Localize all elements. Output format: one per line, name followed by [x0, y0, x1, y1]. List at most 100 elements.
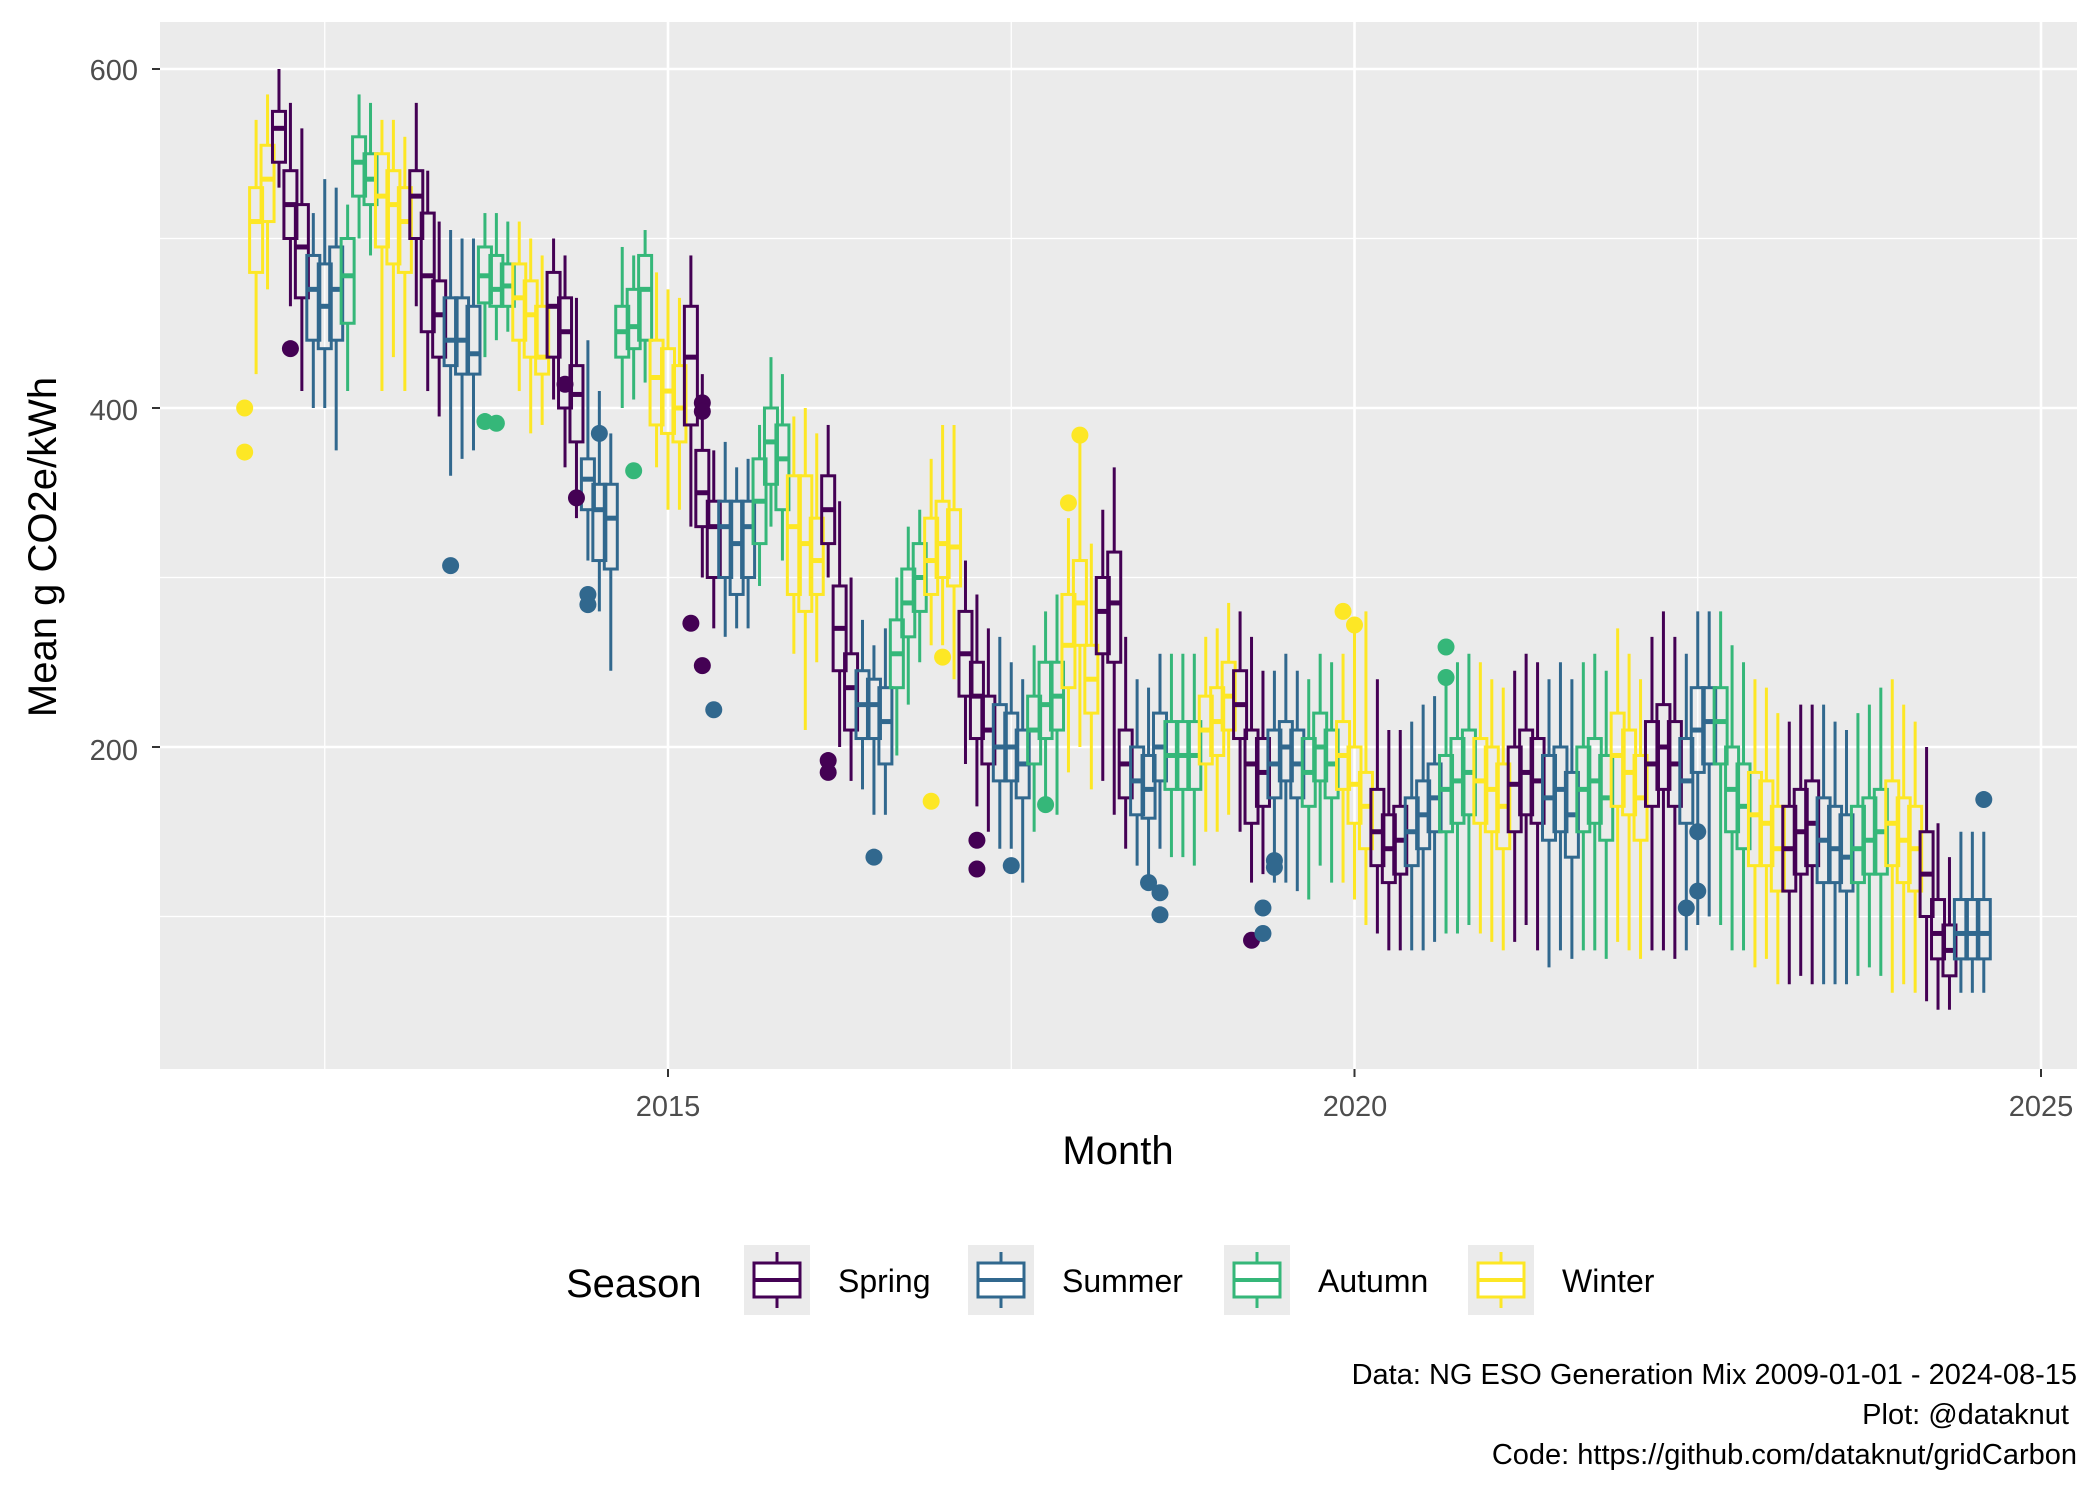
boxplot-2015-12 [785, 416, 802, 654]
box-iqr [1140, 753, 1157, 820]
y-tick-label-600: 600 [90, 55, 138, 87]
outlier-point [236, 399, 254, 417]
boxplot-2015-02 [671, 297, 688, 510]
boxplot-2017-06 [991, 636, 1008, 849]
boxplot-2022-08 [1701, 611, 1718, 917]
box-iqr [419, 211, 436, 334]
outlier-point [682, 614, 700, 632]
legend-key-summer [968, 1245, 1034, 1315]
box-iqr [339, 237, 356, 325]
box-iqr [682, 304, 699, 427]
boxplot-2016-11 [911, 509, 928, 663]
outlier-point [693, 657, 711, 675]
legend-key-winter [1468, 1245, 1534, 1315]
boxplot-2012-09 [339, 204, 356, 392]
box-iqr [522, 279, 539, 359]
outlier-point [590, 424, 608, 442]
box-iqr [1861, 796, 1878, 876]
outlier-point [487, 414, 505, 432]
outlier-point [625, 462, 643, 480]
legend-key-spring [744, 1245, 810, 1315]
boxplot-2018-07 [1140, 687, 1157, 883]
box-iqr [465, 304, 482, 376]
box-iqr [774, 423, 791, 512]
y-axis-title: Mean g CO2e/kWh [21, 377, 65, 717]
boxplot-2023-11 [1872, 687, 1889, 976]
outlier-point [442, 557, 460, 575]
box-iqr [1243, 728, 1260, 825]
box-iqr [488, 253, 505, 308]
boxplot-2013-07 [454, 238, 471, 459]
box-iqr [934, 499, 951, 580]
box-iqr [568, 364, 585, 444]
box-iqr [923, 516, 940, 596]
outlier-point [1334, 602, 1352, 620]
boxplot-2023-05 [1804, 704, 1821, 985]
outlier-point [1002, 857, 1020, 875]
outlier-point [1151, 906, 1169, 924]
boxplot-2014-11 [637, 230, 654, 383]
box-iqr [1746, 770, 1763, 868]
box-iqr [740, 499, 757, 580]
boxplot-2014-07 [591, 391, 608, 612]
legend-label-winter: Winter [1562, 1263, 1655, 1299]
boxplot-2014-02 [534, 255, 551, 425]
boxplot-2021-11 [1598, 670, 1615, 959]
boxplot-2020-06 [1403, 721, 1420, 951]
plot-panel [160, 22, 2077, 1069]
box-iqr [545, 270, 562, 359]
box-iqr [1060, 592, 1077, 690]
boxplot-2016-03 [820, 424, 837, 578]
box-iqr [1975, 898, 1992, 961]
outlier-point [1346, 616, 1363, 634]
boxplot-2017-02 [946, 424, 963, 680]
boxplot-2018-05 [1117, 636, 1134, 849]
boxplot-2021-02 [1495, 687, 1512, 951]
boxplot-2016-08 [877, 628, 894, 815]
box-iqr [270, 109, 287, 164]
boxplot-2013-08 [465, 238, 482, 451]
box-iqr [637, 253, 654, 342]
boxplot-2017-09 [1026, 645, 1043, 832]
boxplot-2014-05 [568, 297, 585, 519]
boxplot-2013-05 [431, 221, 448, 417]
boxplot-2020-08 [1426, 696, 1443, 942]
boxplot-2021-10 [1586, 653, 1603, 951]
box-iqr [1037, 660, 1054, 741]
box-iqr [248, 186, 265, 274]
outlier-point [579, 596, 597, 614]
box-iqr [865, 677, 882, 741]
boxplot-2022-02 [1632, 679, 1649, 959]
box-iqr [877, 686, 894, 766]
boxplot-2018-03 [1094, 509, 1111, 781]
outlier-point [236, 443, 254, 461]
box-iqr [1369, 787, 1386, 868]
box-iqr [991, 703, 1008, 783]
box-iqr [1930, 898, 1947, 961]
outlier-point [693, 402, 711, 420]
boxplot-2018-01 [1071, 433, 1088, 747]
boxplot-2017-11 [1049, 594, 1066, 815]
boxplot-2014-08 [602, 433, 619, 671]
box-iqr [293, 203, 310, 300]
boxplot-2022-01 [1621, 653, 1638, 951]
box-iqr [671, 364, 688, 444]
boxplot-2024-01 [1895, 704, 1912, 985]
outlier-point [819, 763, 837, 781]
box-iqr [431, 279, 448, 359]
box-iqr [1701, 686, 1718, 766]
boxplot-2013-04 [419, 170, 436, 392]
boxplot-2023-10 [1861, 704, 1878, 968]
boxplot-2012-03 [270, 69, 287, 188]
box-iqr [351, 135, 368, 198]
outlier-points [236, 340, 1993, 949]
box-iqr [728, 499, 745, 596]
box-iqr [259, 143, 276, 224]
box-iqr [1506, 745, 1523, 834]
boxplot-2012-05 [293, 128, 310, 392]
outlier-point [1037, 796, 1055, 814]
box-iqr [785, 474, 802, 596]
x-tick-label-2015: 2015 [636, 1091, 701, 1123]
boxplot-2018-02 [1083, 543, 1100, 790]
